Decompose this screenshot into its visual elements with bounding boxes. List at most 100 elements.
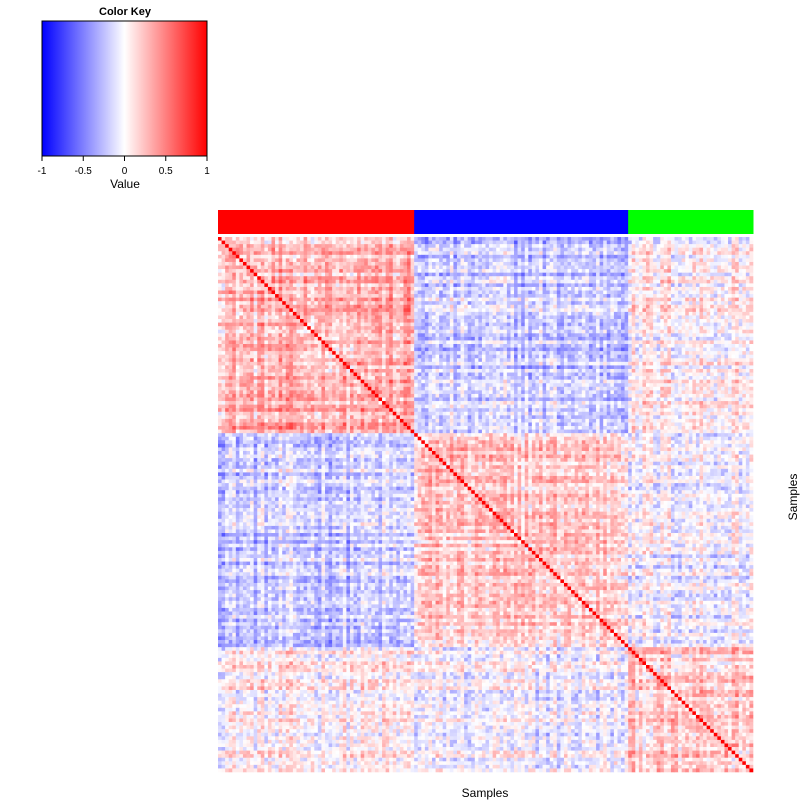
heatmap-cell [660, 237, 664, 241]
heatmap-cell [660, 262, 664, 266]
heatmap-cell [332, 280, 336, 284]
heatmap-cell [525, 283, 529, 287]
heatmap-cell [350, 255, 354, 259]
heatmap-cell [403, 276, 407, 280]
heatmap-cell [625, 269, 629, 273]
heatmap-cell [707, 255, 711, 259]
heatmap-cell [478, 237, 482, 241]
heatmap-cell [532, 237, 536, 241]
heatmap-cell [329, 248, 333, 252]
heatmap-cell [364, 266, 368, 270]
heatmap-cell [371, 262, 375, 266]
heatmap-cell [475, 273, 479, 277]
heatmap-cell [671, 273, 675, 277]
heatmap-cell [421, 241, 425, 245]
heatmap-cell [443, 251, 447, 255]
heatmap-cell [510, 237, 514, 241]
heatmap-cell [610, 237, 614, 241]
heatmap-cell [393, 244, 397, 248]
heatmap-cell [400, 280, 404, 284]
heatmap-cell [279, 280, 283, 284]
heatmap-cell [689, 276, 693, 280]
heatmap-cell [742, 241, 746, 245]
heatmap-cell [593, 273, 597, 277]
heatmap-cell [268, 280, 272, 284]
heatmap-cell [428, 255, 432, 259]
heatmap-cell [254, 269, 258, 273]
heatmap-cell [653, 251, 657, 255]
heatmap-cell [386, 255, 390, 259]
heatmap-cell [646, 280, 650, 284]
heatmap-cell [261, 269, 265, 273]
heatmap-cell [432, 255, 436, 259]
heatmap-cell [650, 241, 654, 245]
heatmap-cell [746, 273, 750, 277]
heatmap-cell [371, 283, 375, 287]
heatmap-cell [279, 255, 283, 259]
heatmap-cell [550, 248, 554, 252]
heatmap-cell [332, 276, 336, 280]
heatmap-cell [304, 273, 308, 277]
heatmap-cell [503, 262, 507, 266]
heatmap-cell [311, 248, 315, 252]
heatmap-cell [443, 258, 447, 262]
heatmap-cell [642, 269, 646, 273]
heatmap-cell [421, 258, 425, 262]
heatmap-cell [314, 262, 318, 266]
heatmap-cell [500, 258, 504, 262]
heatmap-cell [393, 280, 397, 284]
heatmap-cell [229, 255, 233, 259]
heatmap-cell [728, 262, 732, 266]
heatmap-cell [257, 262, 261, 266]
heatmap-cell [272, 244, 276, 248]
heatmap-cell [660, 280, 664, 284]
heatmap-cell [393, 276, 397, 280]
heatmap-cell [528, 251, 532, 255]
heatmap-cell [625, 273, 629, 277]
heatmap-cell [318, 248, 322, 252]
heatmap-cell [304, 255, 308, 259]
heatmap-cell [232, 266, 236, 270]
group-color-bar [218, 210, 754, 234]
heatmap-cell [717, 237, 721, 241]
heatmap-cell [603, 283, 607, 287]
heatmap-cell [289, 280, 293, 284]
heatmap-cell [510, 255, 514, 259]
heatmap-cell [354, 255, 358, 259]
heatmap-cell [371, 258, 375, 262]
heatmap-cell [724, 273, 728, 277]
heatmap-cell [632, 266, 636, 270]
heatmap-cell [746, 266, 750, 270]
heatmap-cell [564, 266, 568, 270]
heatmap-cell [682, 269, 686, 273]
heatmap-cell [735, 276, 739, 280]
heatmap-cell [425, 244, 429, 248]
heatmap-cell [503, 244, 507, 248]
heatmap-cell [436, 280, 440, 284]
heatmap-cell [268, 262, 272, 266]
heatmap-cell [546, 283, 550, 287]
heatmap-cell [386, 266, 390, 270]
heatmap-cell [503, 276, 507, 280]
heatmap-cell [667, 241, 671, 245]
heatmap-cell [582, 244, 586, 248]
heatmap-cell [368, 244, 372, 248]
heatmap-cell [617, 255, 621, 259]
heatmap-cell [268, 237, 272, 241]
heatmap-cell [635, 251, 639, 255]
heatmap-cell [657, 237, 661, 241]
heatmap-cell [453, 276, 457, 280]
heatmap-cell [714, 266, 718, 270]
heatmap-cell [396, 262, 400, 266]
heatmap-cell [692, 255, 696, 259]
heatmap-cell [343, 237, 347, 241]
heatmap-cell [610, 255, 614, 259]
heatmap-cell [678, 280, 682, 284]
heatmap-cell [425, 269, 429, 273]
heatmap-cell [628, 241, 632, 245]
heatmap-cell [379, 269, 383, 273]
heatmap-cell [735, 251, 739, 255]
heatmap-cell [396, 248, 400, 252]
heatmap-cell [243, 280, 247, 284]
heatmap-cell [275, 251, 279, 255]
